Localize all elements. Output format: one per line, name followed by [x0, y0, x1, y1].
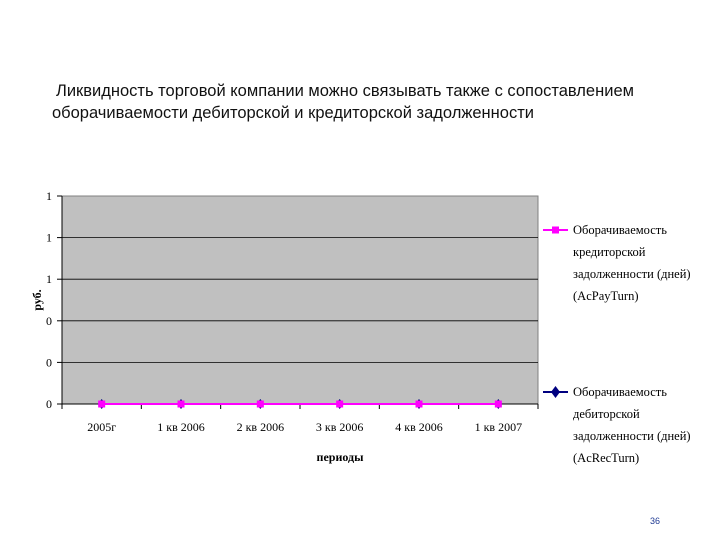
- legend-label: (AcRecTurn): [573, 451, 639, 465]
- y-tick-label: 0: [46, 397, 52, 411]
- y-axis-title: руб.: [30, 289, 44, 310]
- legend-marker: [551, 386, 560, 398]
- heading-line-1: Ликвидность торговой компании можно связ…: [56, 82, 634, 100]
- x-tick-label: 3 кв 2006: [316, 420, 364, 434]
- legend-label: Оборачиваемость: [573, 385, 667, 399]
- series-point: [177, 400, 185, 408]
- y-tick-label: 1: [46, 189, 52, 203]
- x-tick-label: 2 кв 2006: [237, 420, 285, 434]
- series-point: [98, 400, 106, 408]
- legend-label: задолженности (дней): [573, 429, 691, 443]
- y-tick-label: 0: [46, 355, 52, 369]
- series-point: [494, 400, 502, 408]
- y-tick-label: 1: [46, 272, 52, 286]
- legend-label: дебиторской: [573, 407, 640, 421]
- x-tick-label: 2005г: [87, 420, 116, 434]
- x-axis-title: периоды: [317, 450, 365, 464]
- page-number: 36: [650, 516, 661, 526]
- x-tick-label: 1 кв 2007: [475, 420, 523, 434]
- legend-label: кредиторской: [573, 245, 646, 259]
- x-tick-label: 4 кв 2006: [395, 420, 443, 434]
- x-tick-label: 1 кв 2006: [157, 420, 205, 434]
- y-tick-label: 1: [46, 231, 52, 245]
- legend-label: Оборачиваемость: [573, 223, 667, 237]
- y-tick-label: 0: [46, 314, 52, 328]
- legend-label: (AcPayTurn): [573, 289, 639, 303]
- series-point: [256, 400, 264, 408]
- heading-line-2: оборачиваемости дебиторской и кредиторск…: [52, 104, 534, 122]
- slide-heading: Ликвидность торговой компании можно связ…: [52, 80, 712, 124]
- series-point: [336, 400, 344, 408]
- legend-marker: [552, 226, 559, 234]
- legend-label: задолженности (дней): [573, 267, 691, 281]
- series-point: [415, 400, 423, 408]
- plot-area: [61, 195, 539, 405]
